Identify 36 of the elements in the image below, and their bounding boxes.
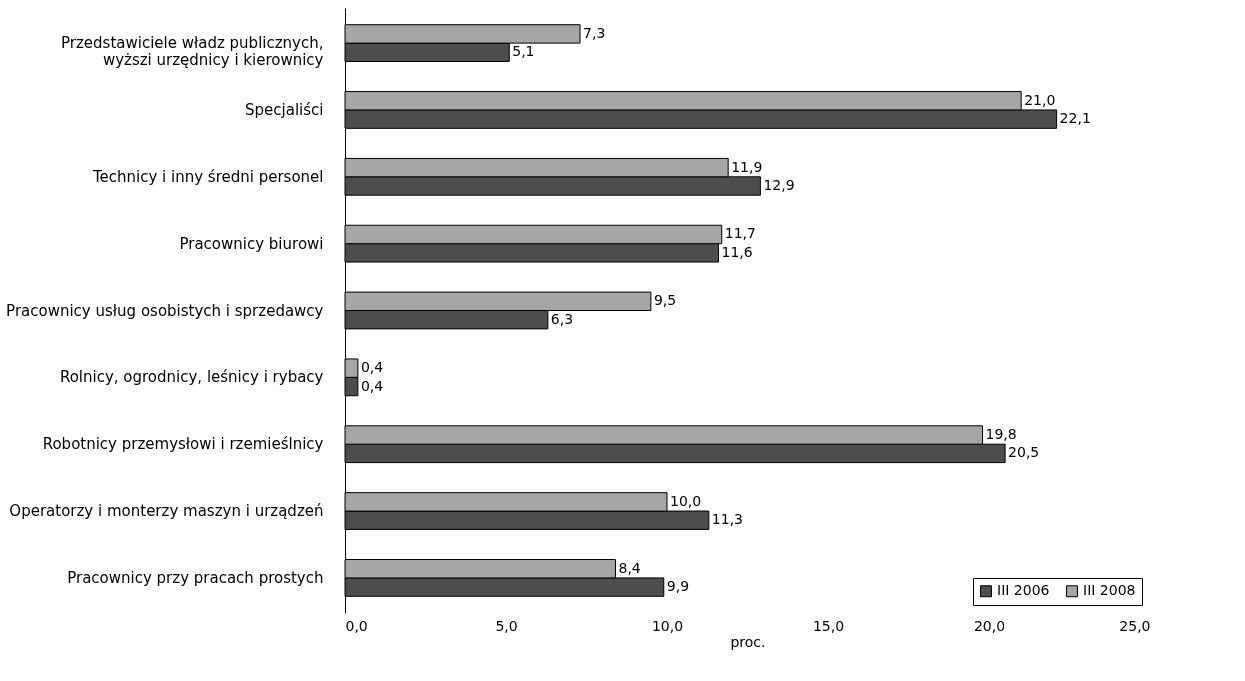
x-axis-title: proc. <box>730 633 766 650</box>
x-tick-label: 20,0 <box>973 617 1006 634</box>
legend-label: III 2008 <box>1083 582 1136 599</box>
data-label: 11,3 <box>711 511 744 528</box>
x-tick-label: 25,0 <box>1119 617 1151 634</box>
data-label: 11,9 <box>731 158 763 175</box>
data-label: 11,7 <box>724 225 756 242</box>
y-tick-label: Specjaliści <box>245 100 324 119</box>
data-label: 0,4 <box>360 359 384 376</box>
data-label: 9,9 <box>666 578 690 595</box>
y-tick-label: Przedstawiciele władz publicznych, wyższi urzędnicy i kierownicy <box>61 34 324 70</box>
y-tick-label: Robotnicy przemysłowi i rzemieślnicy <box>42 435 324 454</box>
y-tick-label: Pracownicy przy pracach prostych <box>67 568 324 587</box>
data-label: 9,5 <box>653 292 677 309</box>
data-label: 5,1 <box>512 43 535 60</box>
data-label: 19,8 <box>985 426 1017 443</box>
legend-label: III 2006 <box>997 582 1050 599</box>
data-label: 6,3 <box>550 310 574 327</box>
y-tick-label: Technicy i inny średni personel <box>91 167 324 186</box>
y-tick-label: Rolnicy, ogrodnicy, leśnicy i rybacy <box>59 368 324 387</box>
data-label: 11,6 <box>721 243 753 260</box>
data-label: 0,4 <box>360 377 384 394</box>
data-label: 22,1 <box>1059 110 1091 127</box>
y-tick-label: Pracownicy usług osobistych i sprzedawcy <box>6 301 324 320</box>
x-tick-label: 10,0 <box>651 617 684 634</box>
y-tick-label: Pracownicy biurowi <box>179 234 324 253</box>
data-label: 21,0 <box>1024 91 1056 108</box>
data-label: 8,4 <box>618 559 641 576</box>
data-label: 12,9 <box>763 176 795 193</box>
data-label: 7,3 <box>583 24 606 41</box>
data-label: 10,0 <box>670 492 702 509</box>
x-tick-label: 0,0 <box>345 617 368 634</box>
y-tick-label: Operatorzy i monterzy maszyn i urządzeń <box>9 502 324 521</box>
data-label: 20,5 <box>1008 444 1040 461</box>
x-tick-label: 15,0 <box>812 617 845 634</box>
x-tick-label: 5,0 <box>495 617 518 634</box>
